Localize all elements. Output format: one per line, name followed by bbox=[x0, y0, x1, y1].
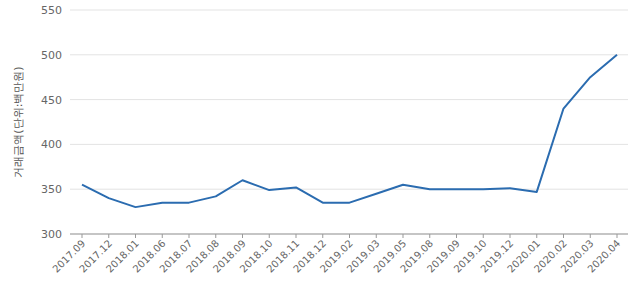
x-tick bbox=[349, 234, 350, 238]
x-tick bbox=[403, 234, 404, 238]
x-tick bbox=[590, 234, 591, 238]
grid-line bbox=[70, 54, 628, 55]
x-tick bbox=[269, 234, 270, 238]
grid-line bbox=[70, 144, 628, 145]
x-tick bbox=[456, 234, 457, 238]
chart-container: 300350400450500550거래금액(단위:백만원)2017.09201… bbox=[0, 0, 640, 294]
grid-line bbox=[70, 10, 628, 11]
data-line bbox=[82, 55, 617, 207]
x-tick bbox=[376, 234, 377, 238]
x-tick bbox=[536, 234, 537, 238]
x-tick bbox=[108, 234, 109, 238]
x-tick bbox=[215, 234, 216, 238]
x-tick bbox=[483, 234, 484, 238]
y-tick-label: 300 bbox=[41, 228, 62, 241]
x-tick bbox=[429, 234, 430, 238]
plot-area bbox=[82, 55, 617, 207]
y-tick-label: 350 bbox=[41, 183, 62, 196]
x-tick bbox=[617, 234, 618, 238]
y-axis-label: 거래금액(단위:백만원) bbox=[12, 66, 25, 177]
y-tick-label: 500 bbox=[41, 49, 62, 62]
x-tick bbox=[322, 234, 323, 238]
chart-svg: 300350400450500550거래금액(단위:백만원)2017.09201… bbox=[0, 0, 640, 294]
y-tick-label: 400 bbox=[41, 138, 62, 151]
x-tick bbox=[296, 234, 297, 238]
x-tick bbox=[563, 234, 564, 238]
x-tick bbox=[162, 234, 163, 238]
x-tick bbox=[82, 234, 83, 238]
y-tick-label: 450 bbox=[41, 94, 62, 107]
grid-line bbox=[70, 99, 628, 100]
y-tick-label: 550 bbox=[41, 4, 62, 17]
x-tick bbox=[189, 234, 190, 238]
x-tick bbox=[135, 234, 136, 238]
x-tick bbox=[510, 234, 511, 238]
x-tick-label: 2020.04 bbox=[585, 238, 622, 275]
grid-line bbox=[70, 189, 628, 190]
x-tick bbox=[242, 234, 243, 238]
